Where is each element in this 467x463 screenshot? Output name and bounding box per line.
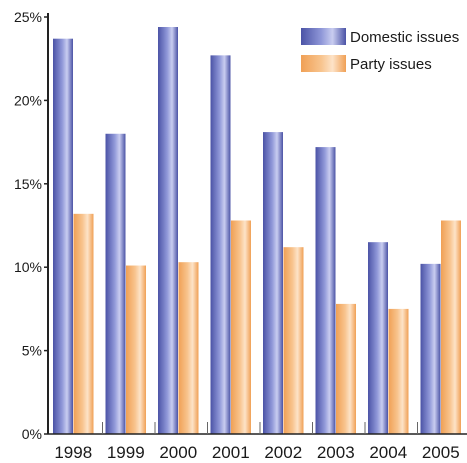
- bar-party-1998: [73, 213, 94, 434]
- bar-domestic-2004: [368, 242, 388, 434]
- y-ticks-group: 0% 5% 10% 15% 20% 25%: [14, 9, 48, 442]
- x-tick-label: 2002: [264, 443, 302, 462]
- bar-party-2000: [178, 262, 199, 434]
- bar-domestic-2000: [158, 27, 178, 435]
- legend-label-party: Party issues: [350, 56, 432, 73]
- legend-swatch-party: [301, 55, 346, 72]
- y-tick-label: 0%: [22, 426, 42, 442]
- bar-domestic-1998: [53, 38, 73, 435]
- bar-domestic-2005: [420, 263, 441, 434]
- y-tick-label: 10%: [14, 259, 42, 275]
- bar-party-2004: [388, 308, 409, 434]
- x-tick-label: 2004: [369, 443, 407, 462]
- x-tick-label: 1998: [54, 443, 92, 462]
- bar-domestic-2002: [263, 132, 283, 435]
- bar-party-2001: [231, 220, 251, 434]
- legend-swatch-domestic: [301, 28, 346, 45]
- bar-party-2002: [283, 247, 304, 434]
- x-tick-label: 1999: [107, 443, 145, 462]
- x-tick-label: 2005: [422, 443, 460, 462]
- bars-group: [53, 27, 461, 435]
- legend: Domestic issues Party issues: [301, 28, 459, 73]
- legend-label-domestic: Domestic issues: [350, 29, 459, 46]
- y-tick-label: 15%: [14, 176, 42, 192]
- y-tick-label: 20%: [14, 92, 42, 108]
- bar-domestic-2003: [315, 147, 336, 434]
- axes-group: [47, 13, 467, 435]
- bar-domestic-1999: [105, 133, 126, 434]
- bar-domestic-2001: [210, 55, 231, 434]
- bar-party-2003: [336, 303, 356, 434]
- bar-party-1999: [126, 265, 146, 434]
- x-tick-label: 2001: [212, 443, 250, 462]
- x-tick-label: 2000: [159, 443, 197, 462]
- x-categories-group: 1998 1999 2000 2001 2002 2003 2004 2005: [54, 422, 460, 462]
- x-tick-label: 2003: [317, 443, 355, 462]
- bar-party-2005: [441, 220, 461, 434]
- y-tick-label: 5%: [22, 343, 42, 359]
- y-tick-label: 25%: [14, 9, 42, 25]
